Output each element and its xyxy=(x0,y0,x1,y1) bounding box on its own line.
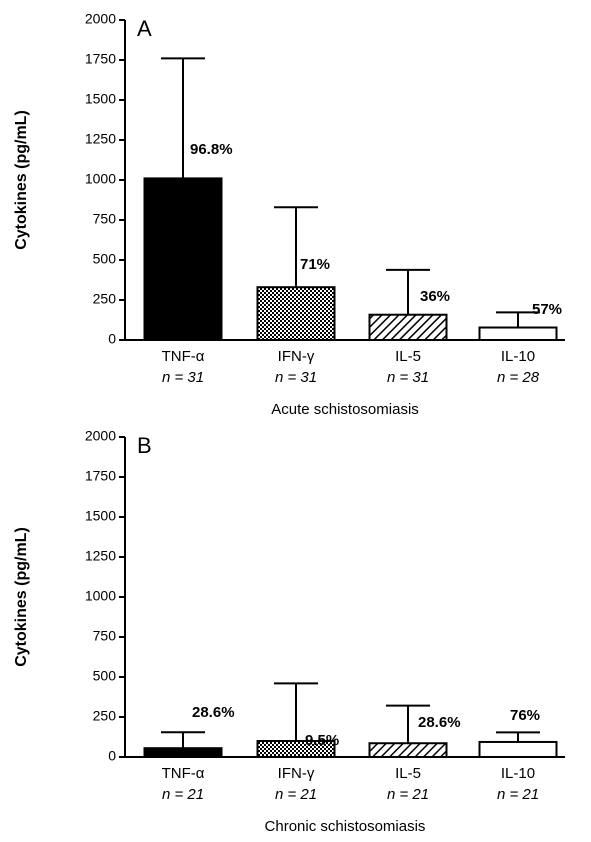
bar xyxy=(256,286,336,342)
y-tick-label: 1500 xyxy=(85,91,116,107)
bar xyxy=(478,326,558,341)
bar xyxy=(256,740,336,758)
panel-letter: B xyxy=(137,433,152,458)
y-tick-label: 1000 xyxy=(85,171,116,187)
x-tick-label: IFN-γ xyxy=(278,765,315,782)
annotation: 9.5% xyxy=(305,732,339,749)
x-axis-label: Chronic schistosomiasis xyxy=(265,818,426,835)
y-tick-label: 1250 xyxy=(85,548,116,564)
annotation: 28.6% xyxy=(418,714,461,731)
y-tick-label: 1750 xyxy=(85,51,116,67)
n-label: n = 21 xyxy=(275,786,317,803)
y-tick-label: 1000 xyxy=(85,588,116,604)
x-tick-label: IL-5 xyxy=(395,765,421,782)
y-tick-label: 1750 xyxy=(85,468,116,484)
bar xyxy=(478,740,558,759)
y-tick-label: 500 xyxy=(93,251,117,267)
n-label: n = 31 xyxy=(275,369,317,386)
y-tick-label: 250 xyxy=(93,291,117,307)
error-bar xyxy=(161,731,205,749)
y-tick-label: 2000 xyxy=(85,11,116,27)
y-tick-label: 500 xyxy=(93,668,117,684)
annotation: 57% xyxy=(532,301,562,318)
x-tick-label: IL-10 xyxy=(501,765,535,782)
x-axis-label: Acute schistosomiasis xyxy=(271,401,419,418)
bar xyxy=(143,177,223,341)
x-tick-label: IL-5 xyxy=(395,348,421,365)
n-label: n = 31 xyxy=(387,369,429,386)
bar xyxy=(368,742,448,758)
y-axis-label: Cytokines (pg/mL) xyxy=(13,527,30,667)
y-tick-label: 1250 xyxy=(85,131,116,147)
y-tick-label: 750 xyxy=(93,211,117,227)
error-bar xyxy=(386,704,430,744)
error-bar xyxy=(161,57,205,179)
x-tick-label: TNF-α xyxy=(162,348,205,365)
error-bar xyxy=(274,682,318,741)
error-bar xyxy=(496,311,540,328)
annotation: 28.6% xyxy=(192,704,235,721)
n-label: n = 21 xyxy=(497,786,539,803)
annotation: 71% xyxy=(300,256,330,273)
n-label: n = 21 xyxy=(387,786,429,803)
n-label: n = 28 xyxy=(497,369,540,386)
error-bar xyxy=(386,268,430,315)
y-tick-label: 750 xyxy=(93,628,117,644)
annotation: 76% xyxy=(510,707,540,724)
y-tick-label: 0 xyxy=(108,331,116,347)
y-tick-label: 250 xyxy=(93,708,117,724)
x-tick-label: IL-10 xyxy=(501,348,535,365)
n-label: n = 21 xyxy=(162,786,204,803)
y-tick-label: 2000 xyxy=(85,428,116,444)
panel-letter: A xyxy=(137,16,152,41)
bar xyxy=(368,313,448,342)
n-label: n = 31 xyxy=(162,369,204,386)
y-axis-label: Cytokines (pg/mL) xyxy=(13,110,30,250)
error-bar xyxy=(496,731,540,742)
annotation: 96.8% xyxy=(190,141,233,158)
bar xyxy=(143,747,223,759)
y-tick-label: 1500 xyxy=(85,508,116,524)
x-tick-label: TNF-α xyxy=(162,765,205,782)
x-tick-label: IFN-γ xyxy=(278,348,315,365)
y-tick-label: 0 xyxy=(108,748,116,764)
annotation: 36% xyxy=(420,288,450,305)
error-bar xyxy=(274,206,318,288)
